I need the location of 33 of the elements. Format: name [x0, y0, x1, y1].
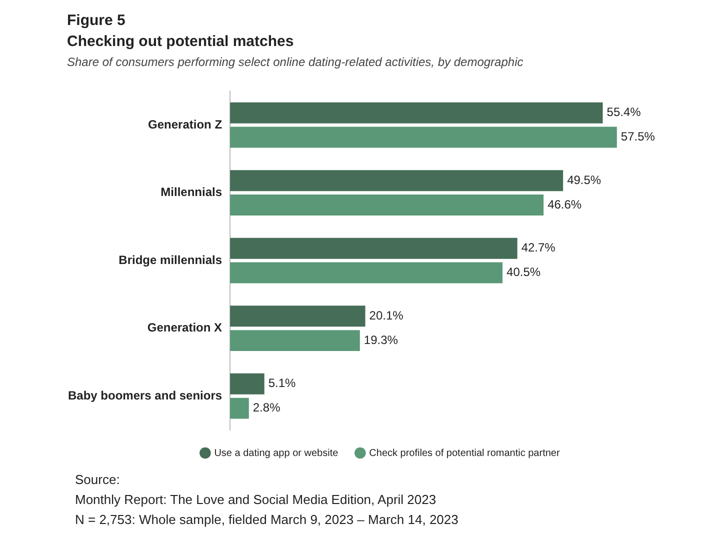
y-tick-label: Baby boomers and seniors: [68, 388, 222, 402]
text: N = 2,753: Whole sample, fielded March 9, 2023 – March 14, 2023: [75, 511, 458, 529]
source-note: Source:: [75, 471, 121, 489]
y-tick-label: Generation Z: [148, 117, 222, 132]
data-label: 42.7%: [521, 240, 556, 255]
chart-subtitle: Share of consumers performing select online dating-related activities, by demographic: [67, 55, 524, 69]
data-label: 40.5%: [506, 265, 541, 280]
bar: [230, 170, 564, 192]
data-label: 55.4%: [606, 105, 642, 120]
bar: [230, 238, 518, 259]
y-tick-label: Generation X: [147, 320, 222, 335]
legend-label: Check profiles of potential romantic partner: [369, 448, 560, 459]
data-label: 49.5%: [567, 172, 602, 187]
text: Monthly Report: The Love and Social Media Edition, April 2023: [75, 491, 438, 509]
bar: [230, 330, 360, 352]
bar: [230, 262, 503, 284]
chart-title: Checking out potential matches: [67, 33, 295, 50]
data-label: 2.8%: [252, 400, 281, 415]
bar: [230, 398, 249, 419]
y-tick-label: Millennials: [160, 185, 222, 200]
data-label: 19.3%: [364, 332, 398, 347]
bar: [230, 102, 603, 124]
data-label: 46.6%: [548, 197, 582, 212]
data-label: 57.5%: [620, 130, 656, 144]
legend-label: Use a dating app or website: [214, 448, 339, 459]
data-label: 20.1%: [369, 308, 404, 322]
bar: [230, 306, 366, 327]
bar: [230, 373, 264, 394]
y-tick-label: Bridge millennials: [118, 252, 222, 267]
data-label: 5.1%: [268, 376, 296, 390]
bar: [230, 126, 617, 148]
caption: Figure 5: [67, 12, 126, 29]
bar: [230, 194, 544, 216]
